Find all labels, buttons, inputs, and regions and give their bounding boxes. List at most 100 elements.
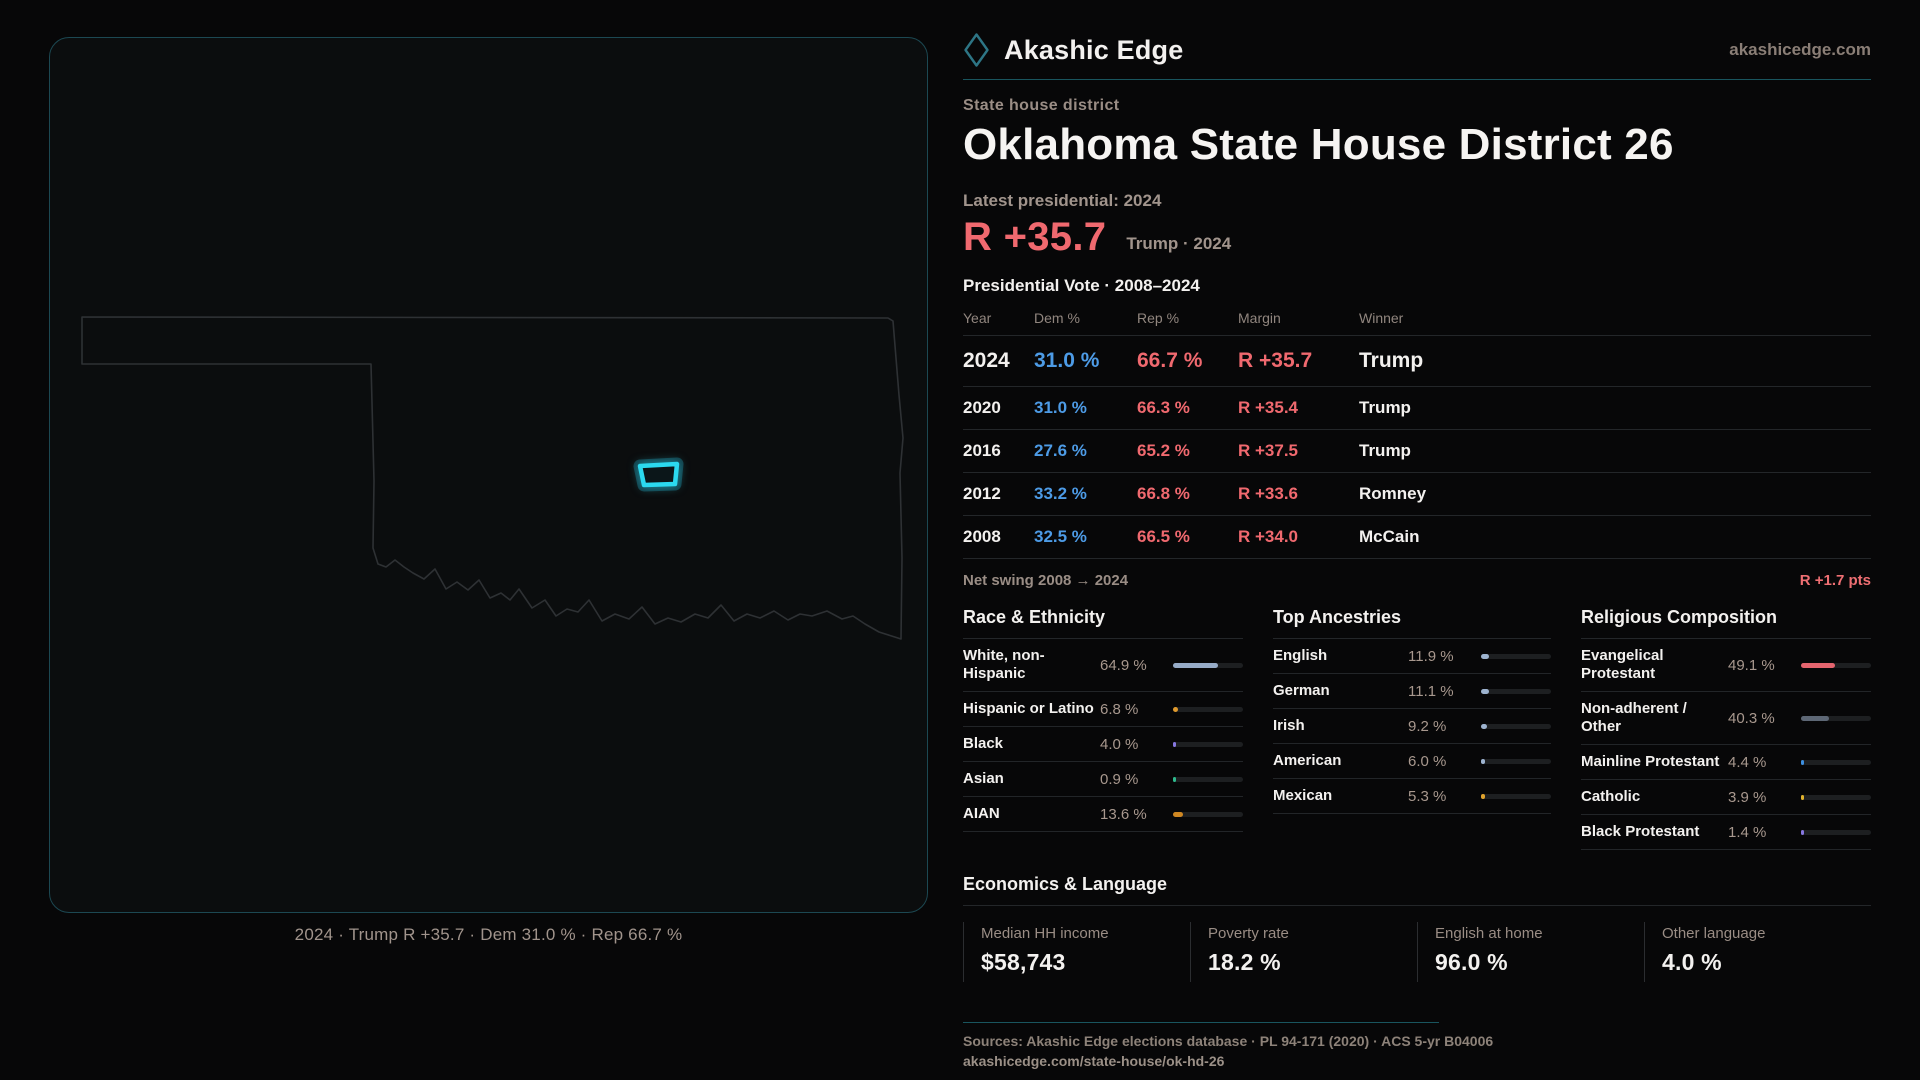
vote-header-dem: Dem % — [1034, 310, 1080, 326]
demo-label: Catholic — [1581, 788, 1641, 805]
vote-cell: Trump — [1359, 441, 1411, 460]
vote-row-2020: 2020 31.0 % 66.3 % R +35.4 Trump — [963, 387, 1871, 430]
stat-label: Other language — [1662, 925, 1766, 942]
demo-section-top-ancestries: Top Ancestries English 11.9 % German 11.1 % I… — [1273, 607, 1551, 850]
stat-label: Poverty rate — [1208, 925, 1289, 942]
demo-bar-fill — [1481, 723, 1488, 729]
vote-header-rep: Rep % — [1137, 310, 1180, 326]
vote-cell: 65.2 % — [1137, 441, 1190, 460]
vote-cell: Trump — [1359, 349, 1424, 372]
demo-value: 6.8 % — [1100, 700, 1139, 718]
demo-bar — [1481, 723, 1551, 729]
vote-cell: 33.2 % — [1034, 484, 1087, 503]
demo-bar — [1481, 688, 1551, 694]
demo-bar — [1801, 759, 1871, 765]
brand-diamond-icon — [964, 33, 989, 67]
demo-value: 64.9 % — [1100, 656, 1147, 674]
demo-row: Asian 0.9 % — [963, 762, 1243, 797]
stat-value: 18.2 % — [1208, 949, 1281, 975]
footer-url-link[interactable]: akashicedge.com/state-house/ok-hd-26 — [963, 1053, 1225, 1069]
demo-label: Asian — [963, 770, 1004, 787]
demo-value: 4.0 % — [1100, 735, 1139, 753]
demo-row: Hispanic or Latino 6.8 % — [963, 692, 1243, 727]
demo-value: 11.1 % — [1408, 682, 1454, 700]
demo-section-title: Top Ancestries — [1273, 607, 1402, 627]
demo-bar-fill — [1173, 741, 1176, 747]
demo-row: German 11.1 % — [1273, 674, 1551, 709]
vote-cell: 31.0 % — [1034, 349, 1100, 372]
footer-sources: Sources: Akashic Edge elections database… — [963, 1033, 1494, 1049]
demo-row: American 6.0 % — [1273, 744, 1551, 779]
vote-cell: 31.0 % — [1034, 398, 1087, 417]
latest-margin-value: R +35.7 — [963, 215, 1107, 259]
vote-cell: 2012 — [963, 484, 1001, 503]
district-shape[interactable] — [637, 461, 680, 488]
demo-bar-fill — [1801, 829, 1804, 835]
demographics-grid: Race & Ethnicity White, non-Hispanic 64.9 … — [963, 607, 1871, 850]
demo-value: 1.4 % — [1728, 823, 1767, 841]
vote-table-title: Presidential Vote · 2008–2024 — [963, 276, 1200, 295]
vote-cell: R +33.6 — [1238, 484, 1299, 503]
footer-divider — [963, 1022, 1439, 1023]
brand-name: Akashic Edge — [1004, 34, 1184, 65]
stat-value: 96.0 % — [1435, 949, 1508, 975]
net-swing-value: R +1.7 pts — [1799, 572, 1871, 589]
vote-header-margin: Margin — [1238, 310, 1281, 326]
demo-bar-fill — [1173, 662, 1219, 668]
oklahoma-map — [81, 316, 904, 640]
net-swing-row: Net swing 2008 → 2024 R +1.7 pts — [963, 559, 1871, 599]
state-outline — [81, 316, 904, 640]
page-title: Oklahoma State House District 26 — [963, 120, 1674, 169]
demo-label: Hispanic or Latino — [963, 700, 1094, 717]
vote-cell: R +34.0 — [1238, 527, 1299, 546]
vote-cell: 2008 — [963, 527, 1001, 546]
demo-value: 40.3 % — [1728, 709, 1775, 727]
demo-row: Mainline Protestant 4.4 % — [1581, 745, 1871, 780]
demo-bar-fill — [1481, 688, 1489, 694]
vote-cell: 32.5 % — [1034, 527, 1087, 546]
vote-cell: Trump — [1359, 398, 1411, 417]
vote-cell: Romney — [1359, 484, 1427, 503]
demo-row: AIAN 13.6 % — [963, 797, 1243, 832]
demo-row: Black Protestant 1.4 % — [1581, 815, 1871, 850]
demo-label: Mainline Protestant — [1581, 753, 1720, 770]
stat-label: Median HH income — [981, 925, 1109, 942]
demo-bar-fill — [1173, 706, 1178, 712]
demo-label: American — [1273, 752, 1342, 769]
brand-domain-link[interactable]: akashicedge.com — [1729, 40, 1871, 59]
demo-label: English — [1273, 647, 1328, 664]
demo-bar-fill — [1481, 653, 1490, 659]
demo-value: 6.0 % — [1408, 752, 1447, 770]
demo-section-divider — [1273, 638, 1551, 639]
stat-card-english-at-home: English at home 96.0 % — [1417, 922, 1644, 982]
economics-title: Economics & Language — [963, 874, 1168, 894]
demo-label: German — [1273, 682, 1330, 699]
demo-bar-fill — [1801, 794, 1804, 800]
demo-row: Non-adherent / Other 40.3 % — [1581, 692, 1871, 745]
economics-stats-row: Median HH income $58,743 Poverty rate 18.2 … — [963, 922, 1871, 982]
demo-bar — [1481, 758, 1551, 764]
stat-value: 4.0 % — [1662, 949, 1722, 975]
demo-row: English 11.9 % — [1273, 639, 1551, 674]
vote-row-2012: 2012 33.2 % 66.8 % R +33.6 Romney — [963, 473, 1871, 516]
demo-section-title: Religious Composition — [1581, 607, 1777, 627]
vote-table-body: 2024 31.0 % 66.7 % R +35.7 Trump 2020 31.0 % 66… — [963, 336, 1871, 559]
demo-bar-fill — [1801, 662, 1836, 668]
stat-card-median-hh-income: Median HH income $58,743 — [963, 922, 1190, 982]
demo-label: Black Protestant — [1581, 823, 1700, 840]
demo-bar-fill — [1173, 811, 1183, 817]
vote-header-winner: Winner — [1359, 310, 1404, 326]
map-caption: 2024 · Trump R +35.7 · Dem 31.0 % · Rep … — [294, 925, 683, 944]
report-panel: Akashic Edge akashicedge.com State house… — [963, 28, 1871, 1071]
stat-card-other-language: Other language 4.0 % — [1644, 922, 1871, 982]
demo-value: 4.4 % — [1728, 753, 1767, 771]
demo-bar-fill — [1481, 758, 1486, 764]
demo-bar — [1481, 653, 1551, 659]
economics-divider — [963, 905, 1871, 906]
vote-cell: 2020 — [963, 398, 1001, 417]
vote-cell: 66.5 % — [1137, 527, 1190, 546]
demo-bar — [1173, 811, 1243, 817]
demo-section-race-ethnicity: Race & Ethnicity White, non-Hispanic 64.9 … — [963, 607, 1243, 850]
stat-label: English at home — [1435, 925, 1543, 942]
